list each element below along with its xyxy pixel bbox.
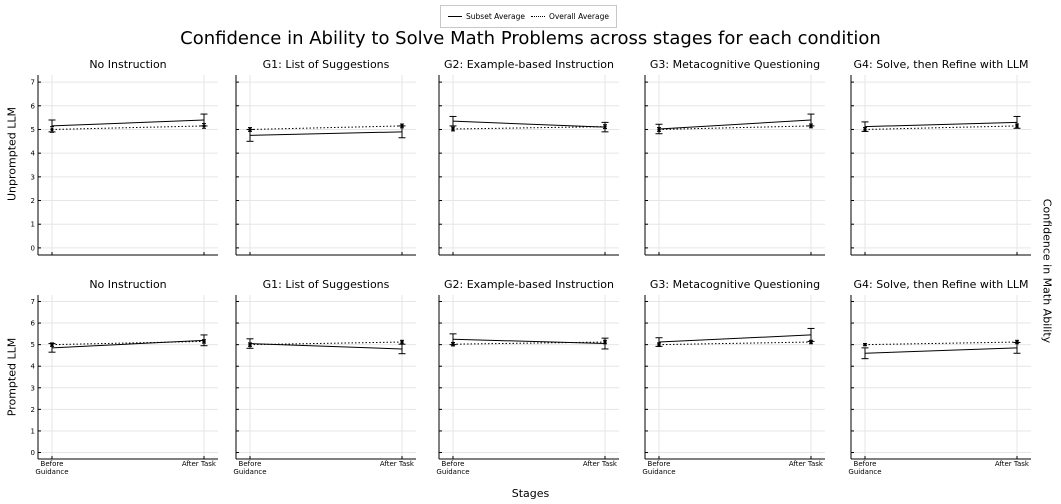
- overall-average-line: [658, 125, 812, 130]
- legend-item-subset: Subset Average: [448, 12, 525, 21]
- y-tick-label: 5: [31, 341, 35, 349]
- legend: Subset Average Overall Average: [440, 5, 617, 28]
- subset-average-line: [658, 334, 812, 343]
- overall-point: [400, 340, 404, 344]
- y-tick-label: 3: [31, 173, 35, 181]
- panel: G3: Metacognitive Questioning: [644, 58, 825, 256]
- legend-label-subset: Subset Average: [466, 12, 525, 21]
- x-tick-label: Guidance: [848, 468, 881, 476]
- y-tick-label: 2: [31, 197, 35, 205]
- x-tick-label: Before: [442, 460, 465, 468]
- overall-point: [863, 343, 867, 347]
- overall-average-line: [51, 125, 205, 130]
- panel: G4: Solve, then Refine with LLM: [850, 58, 1031, 256]
- x-tick-label: Guidance: [35, 468, 68, 476]
- overall-average-line: [864, 341, 1018, 346]
- y-tick-label: 5: [31, 126, 35, 134]
- y-tick-label: 1: [31, 427, 35, 435]
- legend-label-overall: Overall Average: [548, 12, 609, 21]
- overall-average-line: [658, 341, 812, 346]
- solid-line-swatch: [448, 16, 463, 17]
- subset-average-line: [249, 131, 403, 136]
- x-tick-label: After Task: [583, 460, 618, 468]
- x-tick-label: After Task: [380, 460, 415, 468]
- panel: 0 1 2 3 4 5 6 7 No Instruction: [31, 58, 218, 256]
- subset-average-line: [51, 119, 205, 127]
- panel-title: No Instruction: [89, 278, 166, 291]
- panel-title: G4: Solve, then Refine with LLM: [854, 278, 1029, 291]
- subset-average-line: [452, 338, 606, 345]
- x-tick-label: Before: [41, 460, 64, 468]
- x-tick-label: After Task: [182, 460, 217, 468]
- x-tick-label: After Task: [995, 460, 1030, 468]
- y-tick-label: 4: [31, 363, 36, 371]
- subset-average-line: [658, 119, 812, 130]
- subset-average-line: [864, 347, 1018, 354]
- y-tick-label: 0: [31, 244, 35, 252]
- subset-average-line: [51, 339, 205, 349]
- subset-average-line: [864, 121, 1018, 128]
- y-tick-label: 0: [31, 449, 35, 457]
- y-tick-label: 7: [31, 298, 35, 306]
- panel-title: G2: Example-based Instruction: [444, 58, 614, 71]
- panel-title: G3: Metacognitive Questioning: [650, 278, 820, 291]
- overall-average-line: [452, 126, 606, 130]
- figure-title: Confidence in Ability to Solve Math Prob…: [180, 28, 881, 49]
- y-tick-label: 4: [31, 150, 36, 158]
- panel: G1: List of Suggestions: [235, 58, 416, 256]
- y-tick-label: 1: [31, 221, 35, 229]
- overall-average-line: [864, 125, 1018, 130]
- overall-point: [451, 127, 455, 131]
- legend-item-overall: Overall Average: [530, 12, 609, 21]
- x-tick-label: Before: [239, 460, 262, 468]
- panel: G2: Example-based Instruction: [438, 58, 619, 256]
- x-tick-label: Guidance: [436, 468, 469, 476]
- x-tick-label: Guidance: [642, 468, 675, 476]
- x-tick-label: Before: [648, 460, 671, 468]
- x-tick-label: Guidance: [233, 468, 266, 476]
- dotted-line-swatch: [530, 16, 545, 17]
- x-tick-label: After Task: [789, 460, 824, 468]
- panel-title: G4: Solve, then Refine with LLM: [854, 58, 1029, 71]
- panel-title: G1: List of Suggestions: [263, 58, 390, 71]
- x-axis-label: Stages: [511, 487, 550, 500]
- panel-title: G3: Metacognitive Questioning: [650, 58, 820, 71]
- x-tick-label: Before: [854, 460, 877, 468]
- y-tick-label: 2: [31, 406, 35, 414]
- panel-title: No Instruction: [89, 58, 166, 71]
- subset-average-line: [249, 343, 403, 350]
- y-tick-label: 7: [31, 79, 35, 87]
- subset-average-line: [452, 120, 606, 128]
- y-tick-label: 6: [31, 102, 36, 110]
- y-tick-label: 3: [31, 384, 35, 392]
- panel-title: G1: List of Suggestions: [263, 278, 390, 291]
- overall-average-line: [249, 125, 403, 130]
- y-tick-label: 6: [31, 320, 36, 328]
- panel-title: G2: Example-based Instruction: [444, 278, 614, 291]
